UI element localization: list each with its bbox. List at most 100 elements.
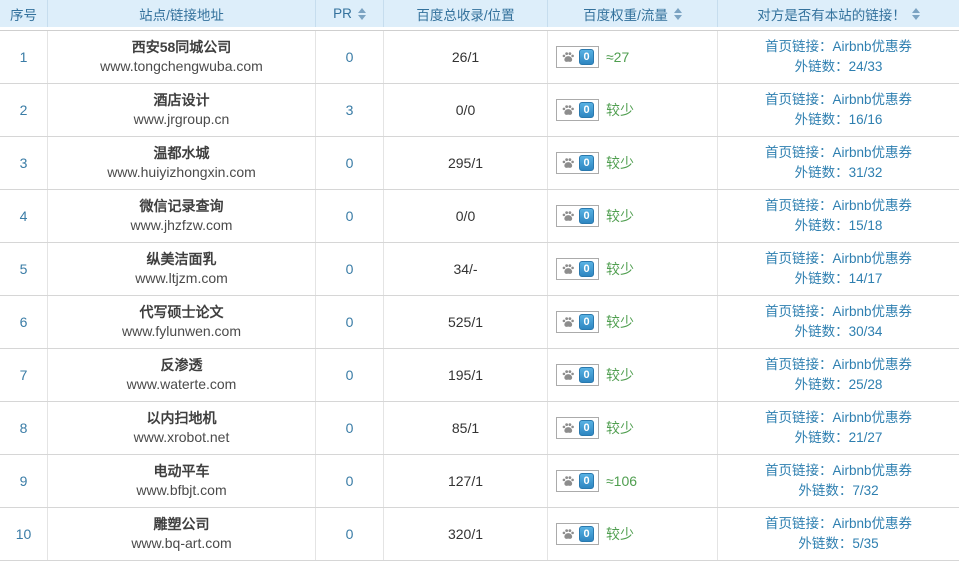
site-name: 代写硕士论文 bbox=[139, 304, 224, 320]
baidu-index-value: 0/0 bbox=[455, 102, 476, 118]
site-url: www.jhzfzw.com bbox=[130, 217, 233, 233]
outlink-count: 外链数：7/32 bbox=[798, 483, 879, 498]
weight-cell: 0 ≈27 bbox=[548, 31, 718, 83]
home-link[interactable]: 首页链接：Airbnb优惠券 bbox=[764, 357, 913, 372]
paw-icon bbox=[562, 157, 574, 168]
paw-icon bbox=[562, 263, 574, 274]
home-link[interactable]: 首页链接：Airbnb优惠券 bbox=[764, 410, 913, 425]
baidu-index-value: 85/1 bbox=[451, 420, 480, 436]
row-index: 9 bbox=[19, 473, 28, 489]
traffic-estimate: 较少 bbox=[606, 367, 634, 383]
traffic-estimate: 较少 bbox=[606, 314, 634, 330]
baidu-index-cell: 0/0 bbox=[384, 84, 548, 136]
pr-value: 0 bbox=[345, 526, 354, 542]
paw-icon bbox=[562, 422, 574, 433]
weight-badge-value: 0 bbox=[579, 102, 594, 118]
site-cell: 代写硕士论文 www.fylunwen.com bbox=[48, 296, 316, 348]
pr-cell: 0 bbox=[316, 349, 384, 401]
weight-cell: 0 较少 bbox=[548, 508, 718, 560]
pr-cell: 0 bbox=[316, 31, 384, 83]
sort-icon[interactable] bbox=[673, 7, 682, 20]
column-header-baidu-weight[interactable]: 百度权重/流量 bbox=[548, 0, 718, 27]
traffic-estimate: 较少 bbox=[606, 155, 634, 171]
backlink-cell: 首页链接：Airbnb优惠券 外链数：30/34 bbox=[718, 296, 959, 348]
row-index: 4 bbox=[19, 208, 28, 224]
column-header-backlink[interactable]: 对方是否有本站的链接！ bbox=[718, 0, 959, 27]
weight-cell: 0 较少 bbox=[548, 349, 718, 401]
backlink-cell: 首页链接：Airbnb优惠券 外链数：7/32 bbox=[718, 455, 959, 507]
backlink-cell: 首页链接：Airbnb优惠券 外链数：16/16 bbox=[718, 84, 959, 136]
pr-cell: 0 bbox=[316, 243, 384, 295]
pr-cell: 3 bbox=[316, 84, 384, 136]
weight-cell: 0 ≈106 bbox=[548, 455, 718, 507]
weight-badge-value: 0 bbox=[579, 473, 594, 489]
home-link[interactable]: 首页链接：Airbnb优惠券 bbox=[764, 516, 913, 531]
row-index: 8 bbox=[19, 420, 28, 436]
site-url: www.fylunwen.com bbox=[121, 323, 242, 339]
baidu-weight-badge: 0 bbox=[556, 205, 599, 227]
baidu-index-value: 26/1 bbox=[451, 49, 480, 65]
site-name: 温都水城 bbox=[153, 145, 210, 161]
baidu-weight-badge: 0 bbox=[556, 99, 599, 121]
row-index: 2 bbox=[19, 102, 28, 118]
baidu-index-cell: 85/1 bbox=[384, 402, 548, 454]
home-link[interactable]: 首页链接：Airbnb优惠券 bbox=[764, 145, 913, 160]
home-link[interactable]: 首页链接：Airbnb优惠券 bbox=[764, 39, 913, 54]
traffic-estimate: 较少 bbox=[606, 208, 634, 224]
site-url: www.jrgroup.cn bbox=[133, 111, 230, 127]
traffic-estimate: 较少 bbox=[606, 420, 634, 436]
site-cell: 西安58同城公司 www.tongchengwuba.com bbox=[48, 31, 316, 83]
pr-value: 0 bbox=[345, 420, 354, 436]
sort-icon[interactable] bbox=[911, 7, 920, 20]
home-link[interactable]: 首页链接：Airbnb优惠券 bbox=[764, 463, 913, 478]
site-url: www.waterte.com bbox=[126, 376, 237, 392]
home-link[interactable]: 首页链接：Airbnb优惠券 bbox=[764, 304, 913, 319]
outlink-count: 外链数：25/28 bbox=[794, 377, 883, 392]
table-row: 10 雕塑公司 www.bq-art.com 0 320/1 bbox=[0, 508, 959, 561]
sort-icon[interactable] bbox=[357, 7, 366, 20]
weight-badge-value: 0 bbox=[579, 526, 594, 542]
weight-badge-value: 0 bbox=[579, 261, 594, 277]
backlink-cell: 首页链接：Airbnb优惠券 外链数：25/28 bbox=[718, 349, 959, 401]
weight-badge-value: 0 bbox=[579, 420, 594, 436]
traffic-estimate: ≈27 bbox=[606, 49, 630, 65]
column-header-label: PR bbox=[333, 6, 352, 21]
pr-value: 0 bbox=[345, 367, 354, 383]
weight-cell: 0 较少 bbox=[548, 84, 718, 136]
home-link[interactable]: 首页链接：Airbnb优惠券 bbox=[764, 251, 913, 266]
index-cell: 3 bbox=[0, 137, 48, 189]
weight-cell: 0 较少 bbox=[548, 402, 718, 454]
site-cell: 反渗透 www.waterte.com bbox=[48, 349, 316, 401]
pr-value: 0 bbox=[345, 49, 354, 65]
home-link[interactable]: 首页链接：Airbnb优惠券 bbox=[764, 92, 913, 107]
table-row: 5 纵美洁面乳 www.ltjzm.com 0 34/- bbox=[0, 243, 959, 296]
traffic-estimate: 较少 bbox=[606, 102, 634, 118]
table-row: 4 微信记录查询 www.jhzfzw.com 0 0/0 bbox=[0, 190, 959, 243]
baidu-index-cell: 0/0 bbox=[384, 190, 548, 242]
table-row: 1 西安58同城公司 www.tongchengwuba.com 0 26/1 bbox=[0, 31, 959, 84]
outlink-count: 外链数：15/18 bbox=[794, 218, 883, 233]
outlink-count: 外链数：24/33 bbox=[794, 59, 883, 74]
home-link[interactable]: 首页链接：Airbnb优惠券 bbox=[764, 198, 913, 213]
index-cell: 1 bbox=[0, 31, 48, 83]
outlink-count: 外链数：30/34 bbox=[794, 324, 883, 339]
paw-icon bbox=[562, 475, 574, 486]
baidu-index-value: 195/1 bbox=[447, 367, 484, 383]
baidu-weight-badge: 0 bbox=[556, 417, 599, 439]
table-row: 2 酒店设计 www.jrgroup.cn 3 0/0 bbox=[0, 84, 959, 137]
site-name: 微信记录查询 bbox=[139, 198, 224, 214]
index-cell: 2 bbox=[0, 84, 48, 136]
site-name: 西安58同城公司 bbox=[131, 39, 232, 55]
row-index: 10 bbox=[15, 526, 32, 542]
baidu-index-value: 525/1 bbox=[447, 314, 484, 330]
baidu-weight-badge: 0 bbox=[556, 258, 599, 280]
column-header-pr[interactable]: PR bbox=[316, 0, 384, 27]
paw-icon bbox=[562, 210, 574, 221]
traffic-estimate: 较少 bbox=[606, 261, 634, 277]
pr-cell: 0 bbox=[316, 190, 384, 242]
table-row: 8 以内扫地机 www.xrobot.net 0 85/1 bbox=[0, 402, 959, 455]
baidu-index-value: 295/1 bbox=[447, 155, 484, 171]
weight-cell: 0 较少 bbox=[548, 243, 718, 295]
pr-cell: 0 bbox=[316, 296, 384, 348]
outlink-count: 外链数：31/32 bbox=[794, 165, 883, 180]
